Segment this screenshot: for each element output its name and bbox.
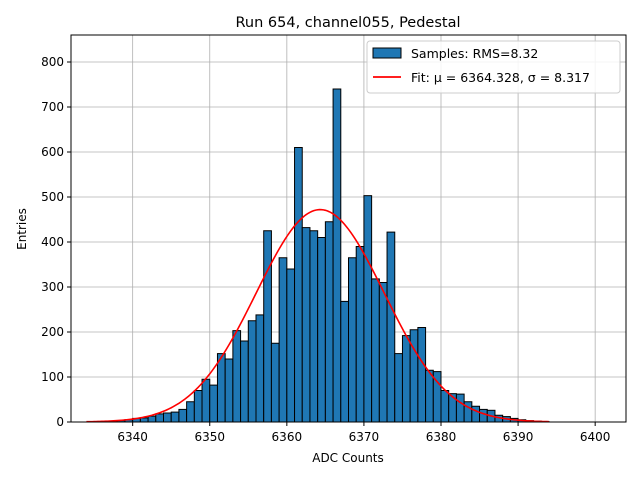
histogram-bar — [232, 330, 242, 423]
histogram-bar — [317, 237, 326, 423]
y-tick-label: 0 — [56, 415, 64, 429]
histogram-bar — [216, 353, 226, 423]
x-tick-label: 6400 — [580, 430, 611, 444]
legend-swatch-samples — [372, 47, 402, 59]
histogram-bar — [193, 390, 203, 423]
histogram-bar — [401, 335, 411, 423]
histogram-bar — [417, 327, 427, 423]
histogram-bar — [240, 340, 249, 423]
histogram-bar — [348, 257, 357, 423]
histogram-bar — [394, 353, 403, 423]
y-tick-label: 200 — [41, 325, 64, 339]
x-tick-label: 6390 — [503, 430, 534, 444]
histogram-bar — [479, 408, 488, 423]
histogram-bar — [355, 246, 365, 423]
legend-label-samples: Samples: RMS=8.32 — [411, 46, 538, 61]
histogram-bar — [363, 195, 373, 423]
y-tick-label: 400 — [41, 235, 64, 249]
histogram-bar — [209, 384, 218, 423]
y-tick-label: 100 — [41, 370, 64, 384]
histogram-bars — [101, 88, 550, 423]
x-tick-label: 6340 — [117, 430, 148, 444]
histogram-bar — [301, 227, 311, 423]
histogram-bar — [324, 221, 334, 423]
histogram-bar — [378, 282, 388, 423]
histogram-bar — [386, 231, 396, 423]
histogram-bar — [170, 411, 180, 423]
x-axis-label: ADC Counts — [312, 451, 384, 465]
y-axis-ticks: 0 100 200 300 400 500 600 700 800 — [41, 55, 71, 429]
histogram-bar — [286, 268, 296, 423]
y-tick-label: 800 — [41, 55, 64, 69]
histogram-bar — [471, 405, 481, 423]
histogram-bar — [440, 390, 450, 423]
histogram-bar — [340, 300, 349, 423]
histogram-bar — [163, 412, 172, 423]
x-tick-label: 6380 — [426, 430, 457, 444]
histogram-bar — [186, 401, 195, 423]
histogram-bar — [139, 417, 149, 423]
y-axis-label: Entries — [15, 208, 29, 250]
histogram-bar — [155, 413, 165, 423]
plot-frame — [70, 34, 627, 423]
histogram-bar — [224, 358, 234, 423]
y-tick-label: 300 — [41, 280, 64, 294]
histogram-bar — [294, 147, 303, 423]
legend-frame — [366, 40, 621, 94]
histogram-bar — [425, 369, 434, 423]
histogram-bar — [309, 230, 319, 423]
x-tick-label: 6350 — [194, 430, 225, 444]
histogram-bar — [263, 230, 272, 423]
histogram-bar — [255, 314, 265, 423]
x-tick-label: 6360 — [272, 430, 303, 444]
histogram-bar — [201, 378, 211, 423]
histogram-bar — [332, 88, 342, 423]
histogram-bar — [178, 408, 188, 423]
x-tick-label: 6370 — [349, 430, 380, 444]
chart-title: Run 654, channel055, Pedestal — [235, 15, 460, 31]
y-tick-label: 700 — [41, 100, 64, 114]
y-tick-label: 500 — [41, 190, 64, 204]
fit-curve-layer — [86, 208, 549, 423]
histogram-bar — [247, 320, 257, 423]
histogram-bar — [278, 257, 288, 423]
legend-label-fit: Fit: μ = 6364.328, σ = 8.317 — [411, 70, 590, 85]
histogram-bar — [371, 278, 380, 423]
y-tick-label: 600 — [41, 145, 64, 159]
histogram-bar — [147, 415, 157, 423]
histogram-bar — [270, 342, 280, 423]
histogram-bar — [455, 393, 465, 423]
x-axis-ticks: 6340 6350 6360 6370 6380 6390 6400 — [117, 422, 610, 444]
legend: Samples: RMS=8.32 Fit: μ = 6364.328, σ =… — [366, 40, 621, 94]
fit-curve — [86, 208, 549, 423]
